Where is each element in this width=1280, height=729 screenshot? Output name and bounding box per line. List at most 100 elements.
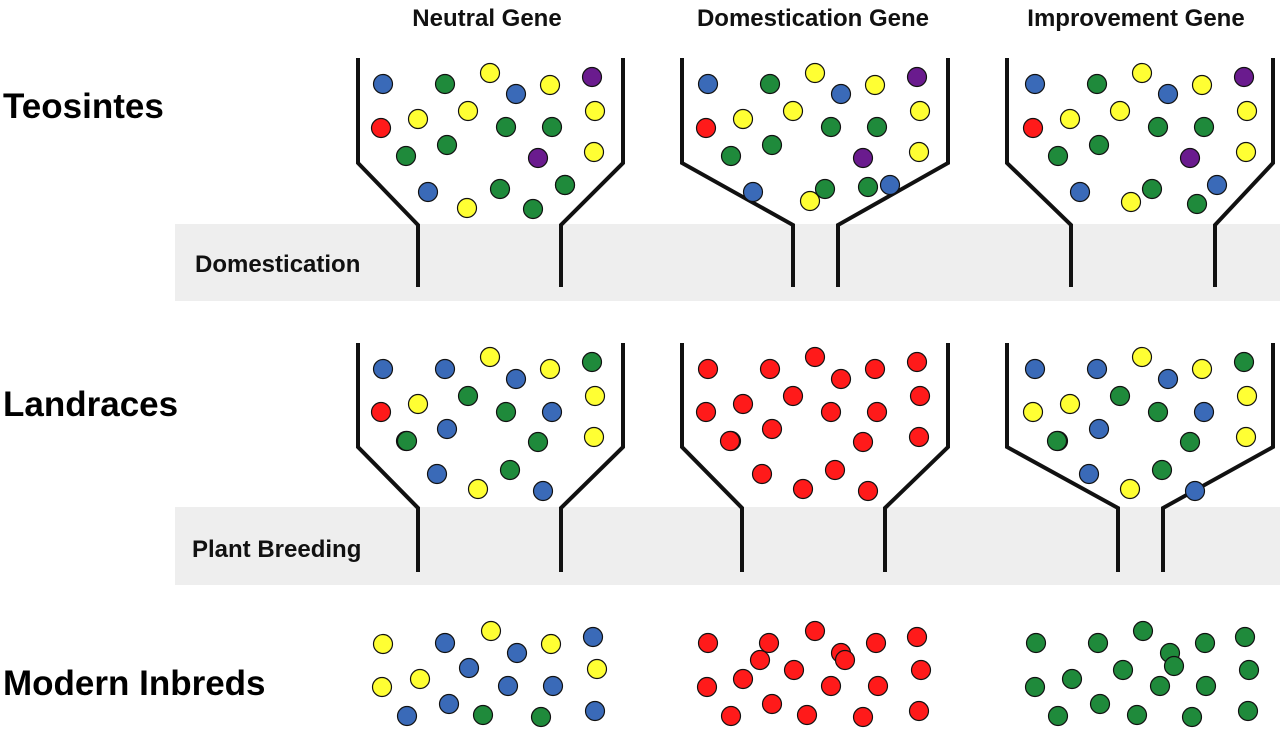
allele-bead-landraces-improvement <box>1233 351 1255 373</box>
allele-bead-teosintes-improvement <box>1120 191 1142 213</box>
plant-breeding-band <box>175 507 1280 585</box>
allele-bead-landraces-improvement <box>1191 358 1213 380</box>
allele-bead-modern-neutral <box>409 668 431 690</box>
allele-bead-landraces-improvement <box>1157 368 1179 390</box>
allele-bead-teosintes-improvement <box>1191 74 1213 96</box>
plant-breeding-label: Plant Breeding <box>192 536 361 563</box>
column-title-neutral: Neutral Gene <box>412 5 561 32</box>
allele-bead-modern-improvement <box>1089 693 1111 715</box>
domestication-label: Domestication <box>195 251 360 278</box>
allele-bead-teosintes-domestication <box>742 181 764 203</box>
allele-bead-teosintes-domestication <box>759 73 781 95</box>
allele-bead-modern-improvement <box>1087 632 1109 654</box>
allele-bead-modern-improvement <box>1181 706 1203 728</box>
allele-bead-modern-domestication <box>761 693 783 715</box>
allele-bead-landraces-neutral <box>436 418 458 440</box>
allele-bead-landraces-neutral <box>499 459 521 481</box>
allele-bead-modern-improvement <box>1112 659 1134 681</box>
allele-bead-modern-neutral <box>458 657 480 679</box>
allele-bead-landraces-domestication <box>909 385 931 407</box>
allele-bead-teosintes-improvement <box>1131 62 1153 84</box>
allele-bead-landraces-improvement <box>1078 463 1100 485</box>
allele-bead-modern-improvement <box>1047 705 1069 727</box>
allele-bead-landraces-improvement <box>1236 385 1258 407</box>
allele-bead-modern-improvement <box>1126 704 1148 726</box>
allele-bead-landraces-neutral <box>527 431 549 453</box>
allele-bead-teosintes-neutral <box>372 73 394 95</box>
allele-bead-modern-neutral <box>372 633 394 655</box>
allele-bead-teosintes-domestication <box>761 134 783 156</box>
allele-bead-teosintes-domestication <box>804 62 826 84</box>
allele-bead-teosintes-improvement <box>1024 73 1046 95</box>
allele-bead-landraces-neutral <box>407 393 429 415</box>
allele-bead-landraces-improvement <box>1088 418 1110 440</box>
allele-bead-modern-domestication <box>732 668 754 690</box>
allele-bead-teosintes-domestication <box>908 141 930 163</box>
allele-bead-modern-neutral <box>472 704 494 726</box>
allele-bead-landraces-improvement <box>1022 401 1044 423</box>
allele-bead-teosintes-improvement <box>1179 147 1201 169</box>
allele-bead-modern-domestication <box>783 659 805 681</box>
allele-bead-landraces-improvement <box>1024 358 1046 380</box>
allele-bead-modern-neutral <box>542 675 564 697</box>
allele-bead-modern-improvement <box>1149 675 1171 697</box>
allele-bead-modern-domestication <box>910 659 932 681</box>
allele-bead-modern-domestication <box>804 620 826 642</box>
allele-bead-teosintes-domestication <box>909 100 931 122</box>
allele-bead-landraces-improvement <box>1179 431 1201 453</box>
allele-bead-teosintes-improvement <box>1233 66 1255 88</box>
allele-bead-teosintes-improvement <box>1059 108 1081 130</box>
allele-bead-landraces-domestication <box>732 393 754 415</box>
allele-bead-landraces-improvement <box>1119 478 1141 500</box>
allele-bead-teosintes-improvement <box>1157 83 1179 105</box>
allele-bead-landraces-neutral <box>370 401 392 423</box>
allele-bead-modern-domestication <box>852 706 874 728</box>
allele-bead-landraces-domestication <box>759 358 781 380</box>
allele-bead-modern-domestication <box>834 649 856 671</box>
allele-bead-modern-neutral <box>497 675 519 697</box>
allele-bead-teosintes-improvement <box>1193 116 1215 138</box>
allele-bead-landraces-domestication <box>820 401 842 423</box>
allele-bead-modern-improvement <box>1194 632 1216 654</box>
allele-bead-landraces-neutral <box>541 401 563 423</box>
column-title-improvement: Improvement Gene <box>1027 5 1244 32</box>
allele-bead-teosintes-neutral <box>541 116 563 138</box>
allele-bead-teosintes-neutral <box>527 147 549 169</box>
allele-bead-landraces-domestication <box>830 368 852 390</box>
funnel-landraces-domestication <box>680 343 950 572</box>
allele-bead-teosintes-neutral <box>479 62 501 84</box>
allele-bead-modern-improvement <box>1163 655 1185 677</box>
allele-bead-modern-neutral <box>586 658 608 680</box>
allele-bead-modern-improvement <box>1238 659 1260 681</box>
allele-bead-teosintes-neutral <box>457 100 479 122</box>
allele-bead-landraces-domestication <box>697 358 719 380</box>
allele-bead-teosintes-improvement <box>1069 181 1091 203</box>
domestication-band <box>175 224 1280 301</box>
allele-bead-teosintes-improvement <box>1088 134 1110 156</box>
allele-bead-teosintes-neutral <box>456 197 478 219</box>
allele-bead-modern-improvement <box>1237 700 1259 722</box>
allele-bead-landraces-neutral <box>539 358 561 380</box>
allele-bead-teosintes-domestication <box>732 108 754 130</box>
allele-bead-landraces-improvement <box>1235 426 1257 448</box>
allele-bead-landraces-neutral <box>372 358 394 380</box>
allele-bead-teosintes-improvement <box>1236 100 1258 122</box>
allele-bead-teosintes-domestication <box>906 66 928 88</box>
allele-bead-landraces-domestication <box>866 401 888 423</box>
allele-bead-landraces-neutral <box>457 385 479 407</box>
allele-bead-landraces-neutral <box>467 478 489 500</box>
allele-bead-modern-domestication <box>720 705 742 727</box>
row-title-landraces: Landraces <box>3 385 178 424</box>
allele-bead-teosintes-neutral <box>407 108 429 130</box>
allele-bead-teosintes-domestication <box>820 116 842 138</box>
allele-bead-teosintes-domestication <box>852 147 874 169</box>
allele-bead-landraces-neutral <box>584 385 606 407</box>
allele-bead-teosintes-domestication <box>814 178 836 200</box>
allele-bead-teosintes-neutral <box>581 66 603 88</box>
allele-bead-modern-improvement <box>1061 668 1083 690</box>
allele-bead-modern-domestication <box>696 676 718 698</box>
allele-bead-teosintes-neutral <box>584 100 606 122</box>
funnel-landraces-improvement <box>1005 343 1275 572</box>
allele-bead-teosintes-improvement <box>1141 178 1163 200</box>
allele-bead-landraces-domestication <box>908 426 930 448</box>
